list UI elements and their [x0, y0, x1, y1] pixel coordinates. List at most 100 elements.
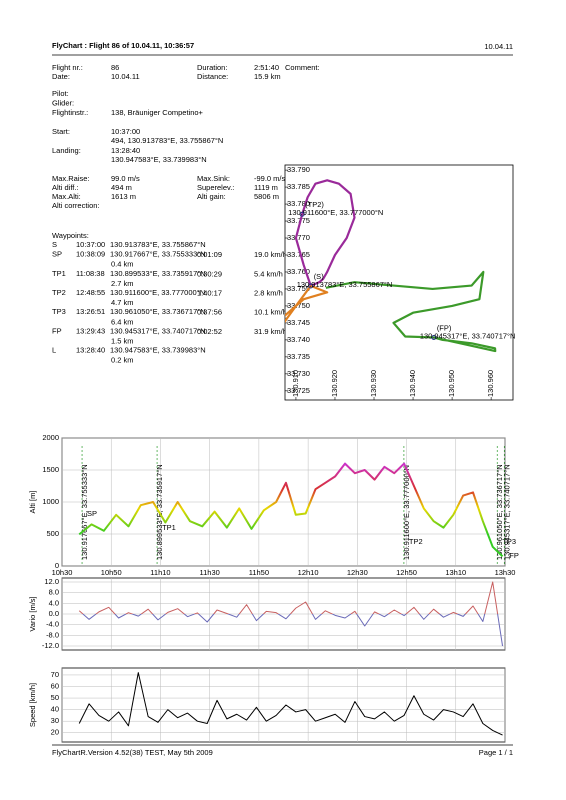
y-tick-label: 33.740 [287, 335, 310, 344]
y-tick-label: 500 [46, 529, 59, 538]
x-tick-label: 12h10 [298, 568, 319, 577]
leg-value: 6.4 km [111, 317, 134, 326]
y-tick-label: 33.775 [287, 216, 310, 225]
waypoint-coord: 130.917667°E, 33.755333°N [110, 250, 206, 259]
y-tick-label: 33.765 [287, 250, 310, 259]
leg-value: 0:02:52 [197, 327, 222, 336]
track-layer [285, 179, 497, 353]
waypoint-label: (TP2) [305, 200, 324, 209]
waypoint-coord: 130.945317°E, 33.740717°N [502, 464, 511, 560]
y-tick-label: -12.0 [42, 641, 59, 650]
waypoint-label: (S) [314, 272, 325, 281]
leg-value: 1.5 km [111, 336, 134, 345]
field-value: 130.947583°E, 33.739983°N [111, 155, 207, 164]
waypoint-coord: 130.911600°E, 33.777000°N [288, 208, 383, 217]
y-tick-label: 20 [51, 728, 59, 737]
field-value: 10:37:00 [111, 127, 140, 136]
waypoint-label: TP3 [502, 537, 516, 546]
waypoint-time: 13:26:51 [76, 307, 105, 316]
x-tick-label: 10h50 [101, 568, 122, 577]
y-tick-label: 60 [51, 681, 59, 690]
y-tick-label: 50 [51, 693, 59, 702]
leg-value: 0.2 km [111, 356, 134, 365]
waypoints-title: Waypoints: [52, 231, 89, 240]
y-tick-label: -4.0 [46, 620, 59, 629]
leg-value: 5.4 km/h [254, 269, 283, 278]
x-tick-label: 10h30 [52, 568, 73, 577]
waypoint-coord: 130.961050°E, 33.736717°N [110, 307, 206, 316]
field-label: Glider: [52, 98, 74, 107]
page-title: FlyChart : Flight 86 of 10.04.11, 10:36:… [52, 41, 194, 50]
x-tick-label: 130.920 [330, 370, 339, 397]
field-value: 15.9 km [254, 72, 281, 81]
field-value: -99.0 m/s [254, 174, 286, 183]
field-value: 13:28:40 [111, 146, 140, 155]
comment-label: Comment: [285, 63, 320, 72]
y-tick-label: 33.725 [287, 386, 310, 395]
x-tick-label: 11h30 [200, 568, 220, 577]
field-label: Alti gain: [197, 192, 226, 201]
field-value: 1119 m [254, 183, 278, 192]
waypoint-marker [431, 334, 437, 340]
x-tick-label: 130.930 [369, 370, 378, 397]
footer-page: Page 1 / 1 [479, 748, 513, 757]
waypoint-label: FP [509, 551, 519, 560]
y-tick-label: 12.0 [44, 577, 59, 586]
waypoint-marker [299, 211, 305, 217]
leg-value: 2.7 km [111, 279, 134, 288]
waypoint-time: 12:48:55 [76, 288, 105, 297]
field-label: Distance: [197, 72, 228, 81]
y-axis-title: Speed [km/h] [28, 683, 37, 727]
y-tick-label: 33.750 [287, 301, 310, 310]
waypoint-coord: 130.911600°E, 33.777000°N [402, 465, 411, 560]
series-line [78, 581, 504, 647]
waypoint-coord: 130.917667°E, 33.755333°N [80, 464, 89, 560]
y-tick-label: 0.0 [49, 609, 59, 618]
leg-value: 10.1 km/h [254, 308, 287, 317]
y-tick-label: 33.755 [287, 284, 310, 293]
field-label: Landing: [52, 146, 81, 155]
waypoint-name: S [52, 240, 57, 249]
y-tick-label: 33.735 [287, 352, 310, 361]
field-label: Duration: [197, 63, 227, 72]
field-value: 86 [111, 63, 119, 72]
waypoint-label: TP2 [409, 537, 423, 546]
leg-value: 0:30:29 [197, 269, 222, 278]
y-tick-label: 8.0 [49, 588, 59, 597]
y-tick-label: 40 [51, 705, 59, 714]
waypoint-time: 10:38:09 [76, 250, 105, 259]
x-tick-label: 130.950 [447, 370, 456, 397]
waypoint-name: FP [52, 326, 62, 335]
y-tick-label: 33.780 [287, 199, 310, 208]
track [285, 284, 329, 324]
y-tick-label: 4.0 [49, 598, 59, 607]
x-tick-label: 130.960 [486, 370, 495, 397]
waypoint-coord: 130.945317°E, 33.740717°N [110, 326, 206, 335]
field-label: Max.Alti: [52, 192, 81, 201]
y-tick-label: 0 [55, 561, 59, 570]
field-label: Flightinstr.: [52, 108, 88, 117]
field-label: Max.Raise: [52, 174, 90, 183]
leg-value: 19.0 km/h [254, 250, 287, 259]
leg-value: 0:37:56 [197, 308, 222, 317]
waypoint-coord: 130.947583°E, 33.739983°N [110, 346, 206, 355]
y-axis-title: Vario [m/s] [28, 596, 37, 631]
field-value: 494 m [111, 183, 132, 192]
series-line [78, 462, 504, 558]
field-label: Start: [52, 127, 70, 136]
leg-value: 31.9 km/h [254, 327, 287, 336]
field-value: 2:51:40 [254, 63, 279, 72]
footer-version: FlyChartR.Version 4.52(38) TEST, May 5th… [52, 748, 213, 757]
field-label: Max.Sink: [197, 174, 230, 183]
y-tick-label: 33.770 [287, 233, 310, 242]
y-tick-label: 33.790 [287, 165, 310, 174]
x-tick-label: 12h30 [347, 568, 368, 577]
field-label: Pilot: [52, 89, 69, 98]
waypoint-name: TP2 [52, 288, 66, 297]
field-value: 138, Bräuniger Competino+ [111, 108, 204, 117]
y-tick-label: 1500 [42, 465, 59, 474]
waypoint-coord: 130.899533°E, 33.735917°N [110, 269, 206, 278]
waypoint-marker [308, 283, 314, 289]
waypoint-label: (FP) [437, 323, 452, 332]
